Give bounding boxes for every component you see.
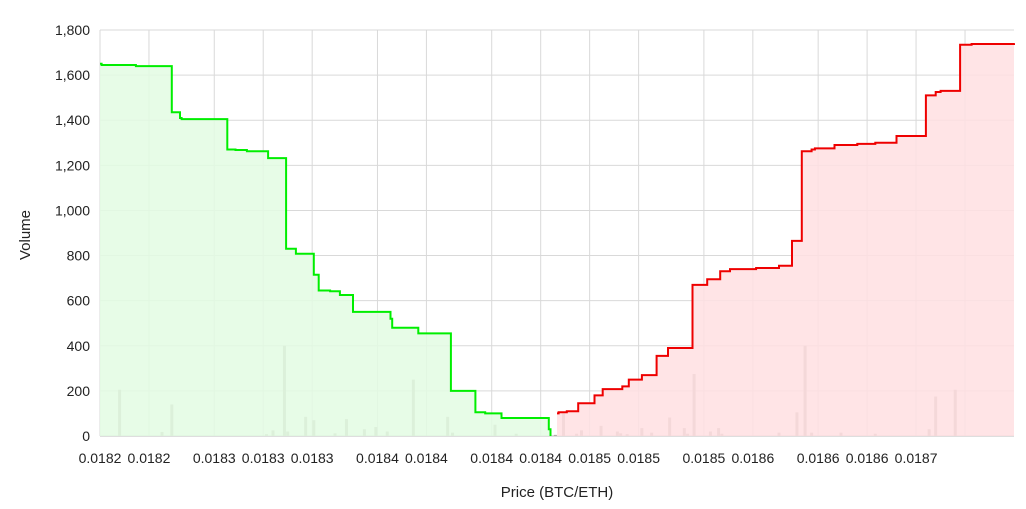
y-axis-title: Volume (17, 210, 34, 260)
x-axis-ticks: 0.0182 0.0182 0.0183 0.0183 0.0183 0.0184 0.01… (79, 450, 938, 466)
x-tick-label: 0.0186 (797, 450, 840, 466)
depth-areas (100, 43, 1015, 437)
y-axis-ticks: 0 200 400 600 800 1,000 1,200 1,400 1,600 1,800 (55, 22, 90, 444)
y-tick-label: 1,000 (55, 202, 90, 218)
x-tick-label: 0.0185 (682, 450, 725, 466)
x-axis-title: Price (BTC/ETH) (501, 484, 614, 501)
x-tick-label: 0.0182 (79, 450, 122, 466)
x-tick-label: 0.0185 (568, 450, 611, 466)
x-tick-label: 0.0184 (356, 450, 399, 466)
volume-bar (553, 434, 557, 436)
bids-depth-line (100, 62, 552, 436)
x-tick-label: 0.0187 (895, 450, 938, 466)
asks-depth-line (557, 43, 1015, 415)
y-tick-label: 1,600 (55, 67, 90, 83)
x-tick-label: 0.0186 (731, 450, 774, 466)
x-tick-label: 0.0183 (242, 450, 285, 466)
y-tick-label: 200 (67, 383, 91, 399)
y-tick-label: 600 (67, 293, 91, 309)
bids-area-fill (100, 63, 551, 437)
x-tick-label: 0.0184 (470, 450, 513, 466)
y-tick-label: 1,400 (55, 112, 90, 128)
x-tick-label: 0.0183 (291, 450, 334, 466)
x-tick-label: 0.0184 (519, 450, 562, 466)
y-tick-label: 1,800 (55, 22, 90, 38)
asks-area-fill (557, 43, 1014, 436)
y-tick-label: 0 (82, 428, 90, 444)
y-tick-label: 800 (67, 248, 91, 264)
y-tick-label: 1,200 (55, 157, 90, 173)
y-tick-label: 400 (67, 338, 91, 354)
x-tick-label: 0.0182 (128, 450, 171, 466)
x-tick-label: 0.0185 (617, 450, 660, 466)
x-tick-label: 0.0184 (405, 450, 448, 466)
x-tick-label: 0.0183 (193, 450, 236, 466)
x-tick-label: 0.0186 (846, 450, 889, 466)
